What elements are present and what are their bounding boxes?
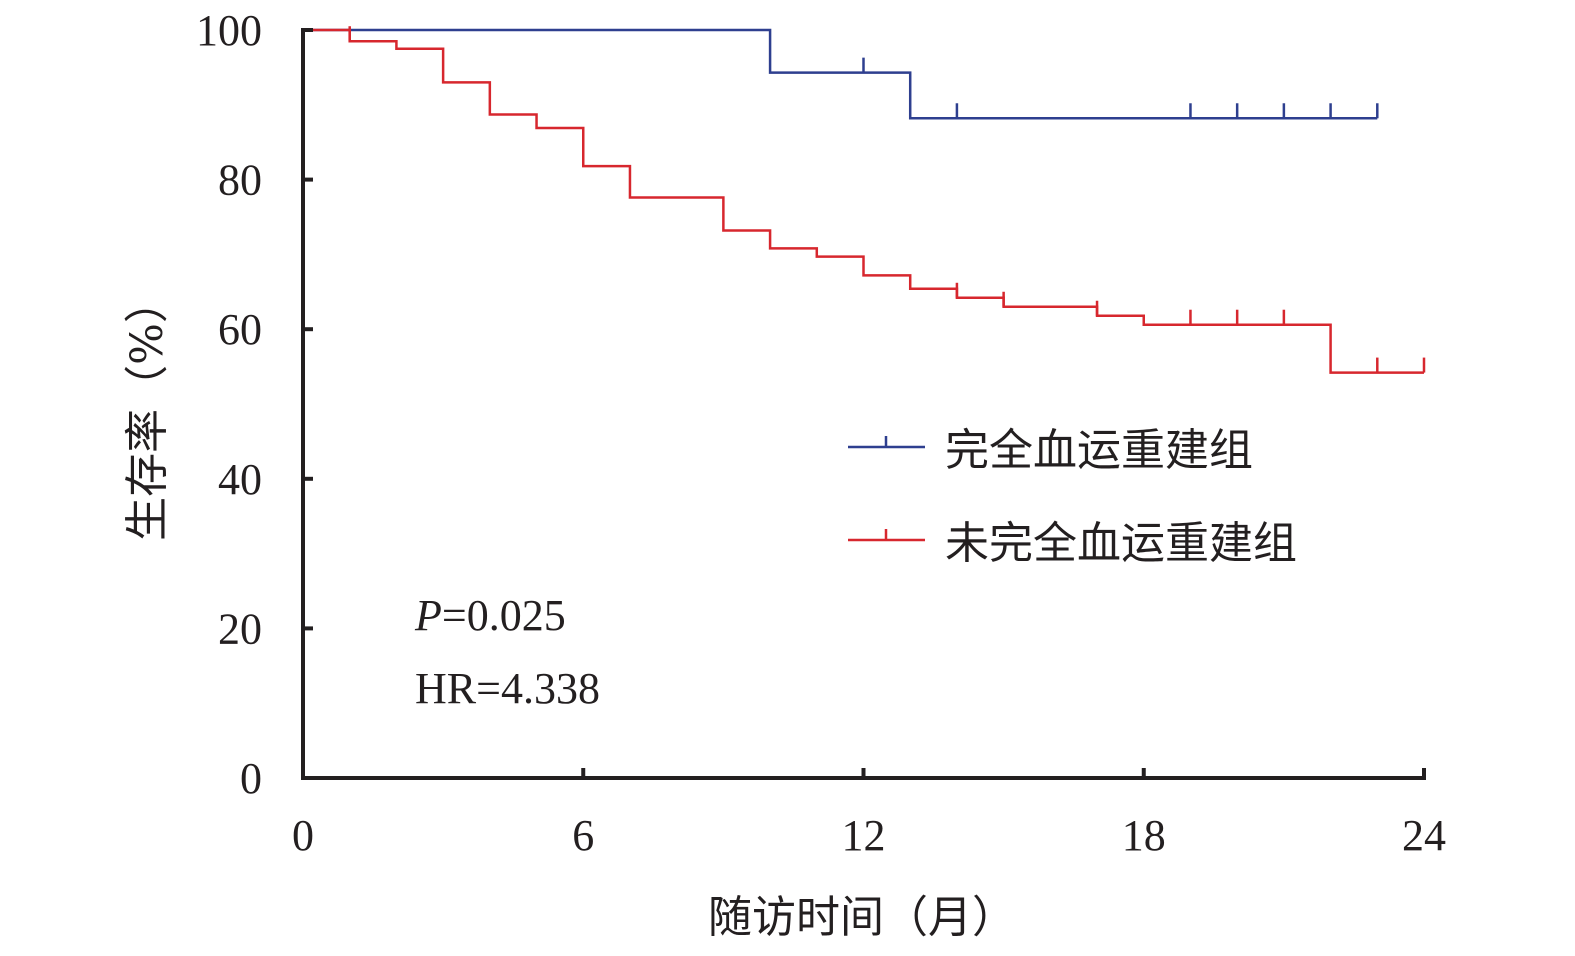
p-value: =0.025 <box>442 591 566 640</box>
x-tick-label: 0 <box>292 811 314 860</box>
y-tick-label: 60 <box>218 305 262 354</box>
stats-annotation: P=0.025 HR=4.338 <box>414 591 600 713</box>
y-tick-label: 20 <box>218 604 262 653</box>
y-axis-title: 生存率（%） <box>122 279 173 541</box>
series-1 <box>303 26 1426 374</box>
y-tick-label: 0 <box>240 754 262 803</box>
y-tick-label: 100 <box>196 6 262 55</box>
series-line <box>303 28 1378 120</box>
legend-item-complete: 完全血运重建组 <box>848 425 1253 476</box>
x-axis-title: 随访时间（月） <box>708 892 1016 943</box>
series-layer <box>303 26 1426 374</box>
x-tick-label: 6 <box>572 811 594 860</box>
series-0 <box>303 28 1379 120</box>
x-tick-label: 18 <box>1122 811 1166 860</box>
series-line <box>303 28 1424 374</box>
legend: 完全血运重建组 未完全血运重建组 <box>848 425 1297 569</box>
legend-label-complete: 完全血运重建组 <box>945 425 1253 476</box>
y-tick-label: 40 <box>218 455 262 504</box>
legend-item-incomplete: 未完全血运重建组 <box>848 518 1297 569</box>
p-label: P <box>414 591 442 640</box>
p-value-annotation: P=0.025 <box>414 591 566 640</box>
y-tick-label: 80 <box>218 156 262 205</box>
ticks-layer: 0 20 40 60 80 100 0 6 12 18 24 <box>196 6 1446 860</box>
x-tick-label: 24 <box>1402 811 1446 860</box>
x-tick-label: 12 <box>842 811 886 860</box>
legend-label-incomplete: 未完全血运重建组 <box>945 518 1297 569</box>
hr-annotation: HR=4.338 <box>415 664 600 713</box>
